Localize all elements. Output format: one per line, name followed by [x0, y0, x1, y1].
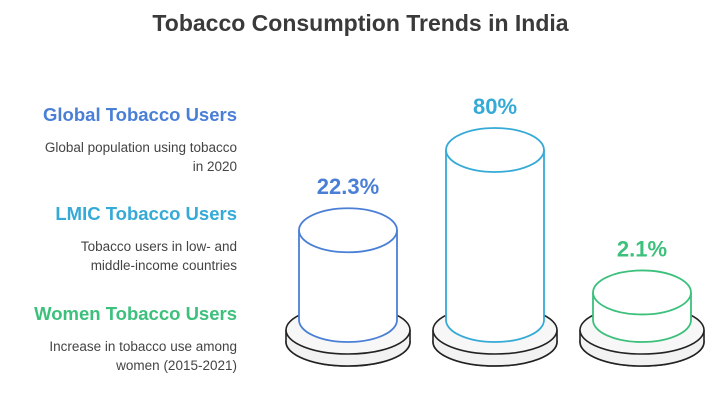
value-label-global: 22.3% [317, 174, 379, 199]
bar-global [285, 207, 411, 367]
legend-desc-lmic-line1: Tobacco users in low- and [80, 239, 237, 254]
value-label-lmic: 80% [473, 94, 517, 119]
value-label-women: 2.1% [617, 236, 667, 261]
chart-title: Tobacco Consumption Trends in India [152, 10, 569, 36]
legend-desc-women: Increase in tobacco use among women (201… [0, 337, 237, 375]
legend-item-global: Global Tobacco Users Global population u… [0, 104, 237, 176]
cylinder-body-global [298, 230, 398, 343]
legend-label-women: Women Tobacco Users [34, 303, 237, 324]
cylinder-top-global [298, 207, 398, 254]
legend-label-lmic: LMIC Tobacco Users [55, 203, 237, 224]
legend-desc-global: Global population using tobacco in 2020 [0, 138, 237, 176]
bar-lmic [432, 127, 558, 367]
legend-desc-women-line2: women (2015-2021) [116, 358, 237, 373]
legend-desc-lmic-line2: middle-income countries [90, 258, 237, 273]
legend-desc-lmic: Tobacco users in low- and middle-income … [0, 237, 237, 275]
cylinder-body-lmic [445, 150, 545, 343]
legend-label-global: Global Tobacco Users [43, 104, 237, 125]
legend-item-lmic: LMIC Tobacco Users Tobacco users in low-… [0, 203, 237, 275]
legend-desc-women-line1: Increase in tobacco use among [49, 339, 237, 354]
legend-desc-global-line2: in 2020 [192, 159, 237, 174]
legend-desc-global-line1: Global population using tobacco [44, 140, 237, 155]
cylinder-top-women [592, 269, 692, 316]
cylinder-top-lmic [445, 127, 545, 173]
bar-women [579, 269, 705, 367]
legend-item-women: Women Tobacco Users Increase in tobacco … [0, 303, 237, 375]
